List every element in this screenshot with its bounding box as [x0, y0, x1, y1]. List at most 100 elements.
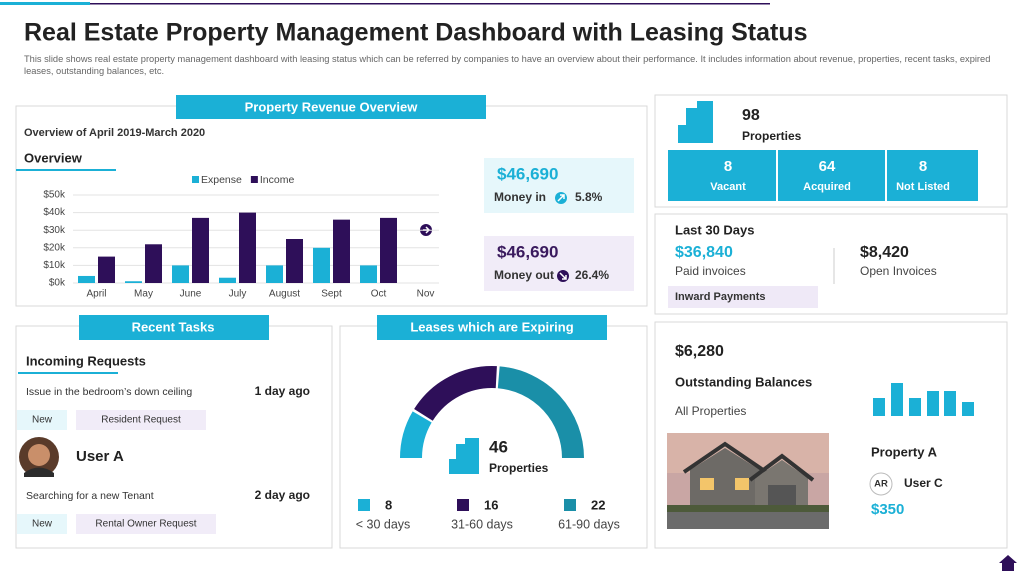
bar	[125, 281, 142, 283]
price: $350	[871, 501, 904, 518]
bar	[360, 265, 377, 283]
mini-bars	[873, 383, 974, 416]
x-tick-label: Nov	[417, 289, 435, 300]
stat-label: Vacant	[710, 181, 746, 193]
amount: $46,690	[497, 242, 558, 261]
heading: Outstanding Balances	[675, 374, 812, 389]
total: 46	[489, 437, 508, 456]
bar	[266, 265, 283, 283]
avatar	[19, 437, 59, 477]
divider	[885, 150, 887, 201]
label: All Properties	[675, 404, 746, 418]
change: 5.8%	[575, 190, 603, 204]
label: Open Invoices	[860, 264, 937, 278]
bar	[286, 239, 303, 283]
segment-label: < 30 days	[356, 517, 411, 531]
bar	[380, 217, 397, 283]
stat-label: Acquired	[803, 181, 851, 193]
amount: $46,690	[497, 164, 558, 183]
legend-swatch	[192, 176, 199, 183]
task-time: 1 day ago	[255, 384, 310, 398]
label: Properties	[489, 461, 549, 475]
house-photo	[667, 433, 829, 529]
tag	[76, 514, 216, 534]
money-in-box	[484, 158, 634, 213]
x-tick-label: July	[229, 289, 247, 300]
title: Real Estate Property Management Dashboar…	[24, 19, 808, 47]
section-title: Property Revenue Overview	[245, 99, 419, 114]
stat-value: 8	[919, 158, 927, 175]
x-tick-label: August	[269, 289, 300, 300]
label: Money out	[494, 268, 554, 282]
legend-label: Expense	[201, 174, 242, 186]
stat-value: 8	[724, 158, 732, 175]
segment-label: 31-60 days	[451, 517, 513, 531]
tag-label: New	[32, 519, 53, 530]
tag-label: New	[32, 415, 53, 426]
label: Money in	[494, 190, 546, 204]
top-accent	[0, 2, 90, 5]
heading: Last 30 Days	[675, 222, 755, 237]
y-tick-label: $0k	[49, 278, 66, 289]
inward-button[interactable]	[668, 286, 818, 308]
y-tick-label: $30k	[43, 225, 66, 236]
gauge-segment	[414, 366, 497, 422]
y-tick-label: $40k	[43, 207, 66, 218]
legend-swatch	[250, 176, 258, 183]
tasks-panel	[15, 325, 333, 549]
heading: Incoming Requests	[26, 353, 146, 368]
task-time: 2 day ago	[255, 488, 310, 502]
bar	[78, 275, 95, 283]
amount: $6,280	[675, 343, 724, 360]
tag	[17, 410, 67, 430]
y-tick-label: $50k	[43, 190, 66, 201]
home-icon[interactable]	[999, 555, 1017, 571]
tasks-header	[79, 315, 269, 340]
stat-label: Not Listed	[896, 181, 950, 193]
bar	[333, 219, 350, 283]
down-arrow	[559, 272, 567, 280]
segment-label: 61-90 days	[558, 517, 620, 531]
up-arrow	[557, 194, 565, 202]
amount: $8,420	[860, 244, 909, 261]
x-tick-label: April	[86, 289, 106, 300]
top-rule	[90, 3, 770, 5]
leases-header	[377, 315, 607, 340]
x-tick-label: Sept	[321, 289, 342, 300]
revenue-header	[176, 95, 486, 119]
tag	[17, 514, 67, 534]
initials-badge	[869, 472, 893, 496]
legend-swatch	[358, 499, 370, 511]
x-tick-label: June	[180, 289, 202, 300]
segment-value: 22	[591, 497, 605, 512]
user-name: User C	[904, 476, 943, 490]
bar	[239, 212, 256, 283]
x-tick-label: Oct	[371, 289, 387, 300]
building-icon	[678, 101, 713, 143]
stats-bar	[668, 150, 978, 201]
stat-value: 64	[819, 158, 836, 175]
y-tick-label: $20k	[43, 242, 66, 253]
gauge-segment	[497, 366, 584, 459]
segment-value: 16	[484, 497, 498, 512]
period: Overview of April 2019-March 2020	[24, 127, 205, 139]
tag-label: Resident Request	[101, 415, 181, 426]
bar	[172, 265, 189, 283]
y-tick-label: $10k	[43, 260, 66, 271]
bar	[145, 244, 162, 283]
section-title: Leases which are Expiring	[410, 319, 573, 334]
tag	[76, 410, 206, 430]
initials: AR	[874, 479, 888, 490]
section-title: Recent Tasks	[132, 319, 215, 334]
button-label: Inward Payments	[675, 291, 765, 303]
legend-swatch	[564, 499, 576, 511]
amount: $36,840	[675, 244, 733, 261]
money-out-box	[484, 236, 634, 291]
user-name: User A	[76, 448, 124, 465]
bar	[219, 277, 236, 283]
segment-value: 8	[385, 497, 392, 512]
leases-panel	[339, 325, 648, 549]
change: 26.4%	[575, 268, 609, 282]
label: Properties	[742, 129, 802, 143]
